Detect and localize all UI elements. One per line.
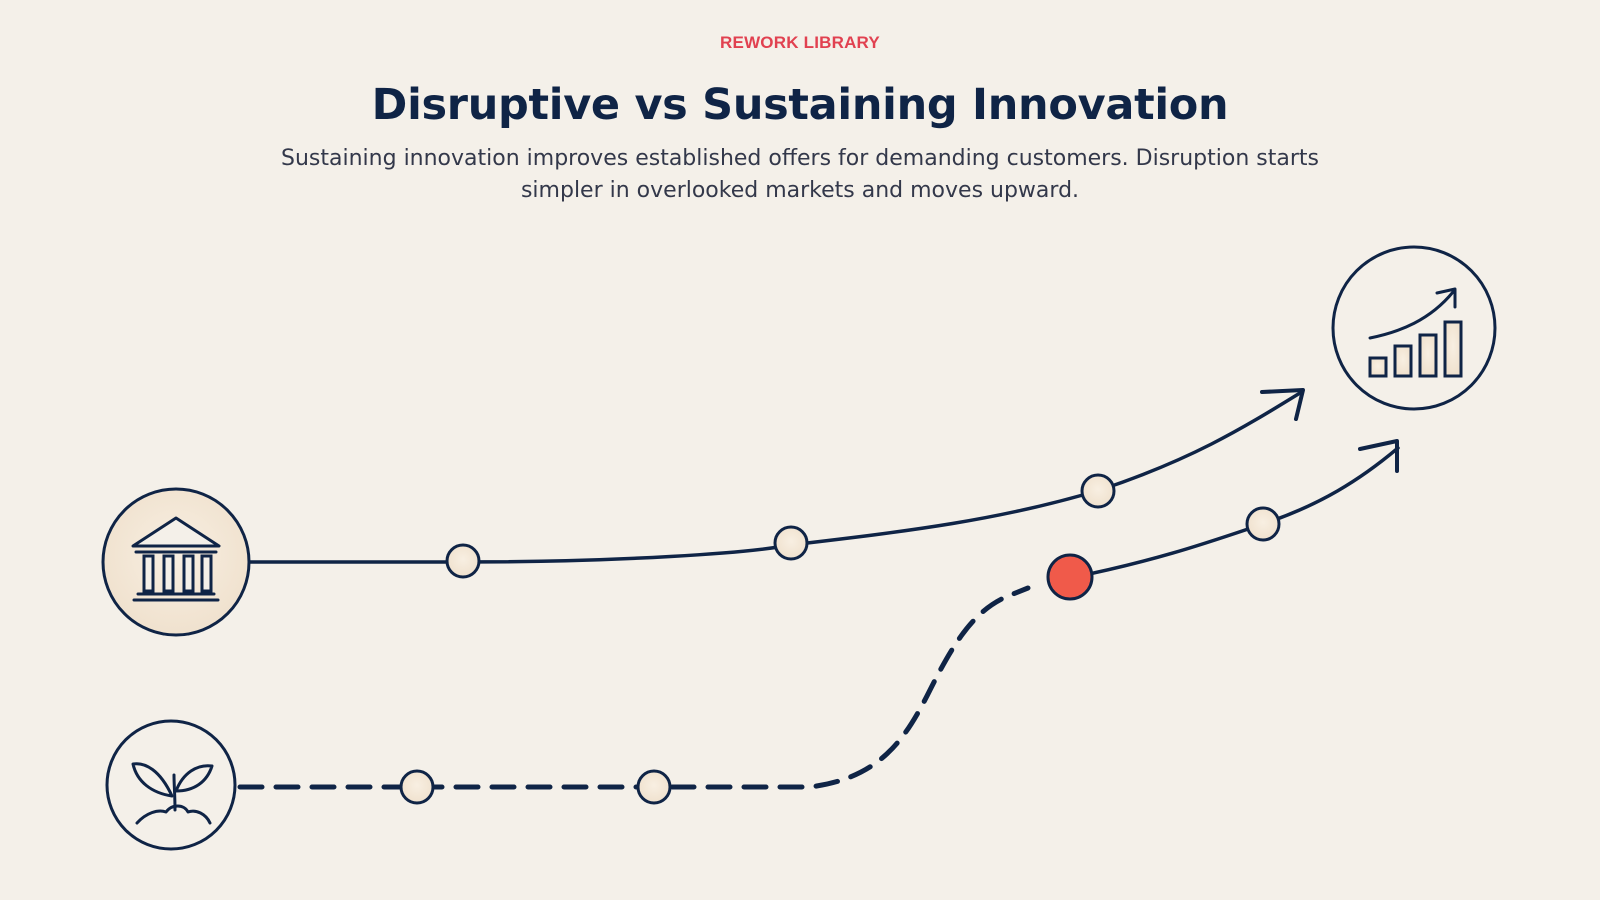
eyebrow-label: REWORK LIBRARY — [720, 33, 880, 52]
disruptive-milestone — [399, 769, 435, 805]
growth-bar-chart-icon — [1331, 245, 1497, 411]
sustaining-path-line — [248, 391, 1302, 564]
sustaining-milestone — [773, 525, 809, 561]
sustaining-milestone — [445, 543, 481, 579]
page-subtitle: Sustaining innovation improves establish… — [281, 146, 1319, 203]
sustaining-arrowhead — [1260, 388, 1305, 421]
disruptive-path-dashed — [237, 585, 1031, 790]
disruptive-arrowhead — [1358, 439, 1399, 473]
sustaining-milestone — [1080, 473, 1116, 509]
disruptive-milestone-highlighted — [1046, 553, 1094, 601]
disruptive-milestone — [1245, 506, 1281, 542]
disruptive-milestone — [636, 769, 672, 805]
sprout-icon — [105, 719, 237, 851]
page-title: Disruptive vs Sustaining Innovation — [371, 80, 1229, 130]
disruptive-path-solid — [1068, 446, 1400, 580]
bank-building-icon — [101, 487, 251, 637]
